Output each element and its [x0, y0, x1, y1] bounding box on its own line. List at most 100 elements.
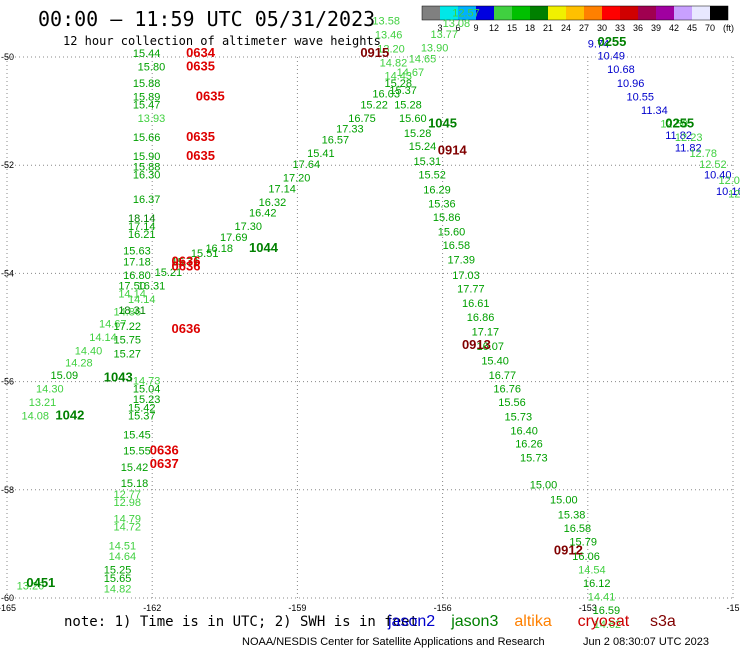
swh-point-label: 14.67 — [397, 67, 425, 79]
swh-point-label: 10.96 — [617, 78, 645, 90]
swh-point-label: 15.28 — [394, 99, 422, 111]
swh-point-label: 15.66 — [133, 132, 161, 144]
swh-point-label: 15.56 — [498, 397, 526, 409]
colorbar-tick-label: 70 — [705, 23, 715, 33]
colorbar-tick-label: 9 — [473, 23, 478, 33]
swh-point-label: 16.57 — [322, 135, 350, 147]
swh-point-label: 15.24 — [409, 141, 437, 153]
swh-point-label: 15.25 — [104, 565, 132, 577]
swh-point-label: 13.90 — [421, 43, 449, 55]
colorbar-swatch — [620, 6, 638, 20]
footer-timestamp: Jun 2 08:30:07 UTC 2023 — [583, 636, 709, 648]
swh-point-label: 15.22 — [360, 99, 388, 111]
swh-point-label: 12.57 — [452, 7, 480, 19]
swh-point-label: 14.64 — [109, 551, 137, 563]
swh-point-label: 15.60 — [399, 113, 427, 125]
swh-point-label: 11.82 — [675, 143, 702, 155]
swh-point-label: 14.82 — [380, 58, 408, 70]
swh-point-label: 14.41 — [588, 592, 616, 604]
swh-point-label: 16.21 — [128, 229, 156, 241]
colorbar-tick-label: 33 — [615, 23, 625, 33]
pass-time-label: 0635 — [196, 88, 225, 103]
swh-point-label: 15.27 — [113, 348, 141, 360]
swh-point-label: 15.42 — [128, 402, 156, 414]
swh-point-label: 17.50 — [118, 281, 146, 293]
pass-time-label: 0635 — [186, 59, 215, 74]
swh-point-label: 16.58 — [564, 523, 592, 535]
swh-point-label: 15.86 — [433, 212, 461, 224]
colorbar-tick-label: 3 — [437, 23, 442, 33]
swh-point-label: 15.44 — [133, 48, 161, 60]
pass-time-label: 0636 — [172, 253, 201, 268]
swh-point-label: 15.51 — [191, 248, 219, 260]
swh-point-label: 16.26 — [515, 439, 543, 451]
colorbar-swatch — [566, 6, 584, 20]
swh-point-label: 15.75 — [113, 335, 141, 347]
swh-point-label: 14.79 — [113, 513, 141, 525]
swh-point-label: 15.31 — [414, 156, 442, 168]
pass-time-label: 1042 — [55, 407, 84, 422]
swh-point-label: 16.29 — [423, 184, 451, 196]
swh-point-label: 13.46 — [375, 30, 403, 42]
swh-point-label: 17.20 — [283, 172, 311, 184]
swh-point-label: 16.40 — [510, 426, 538, 438]
chart-footer: note: 1) Time is in UTC; 2) SWH is in fe… — [64, 613, 709, 648]
swh-point-label: 15.65 — [104, 573, 132, 585]
swh-point-label: 16.18 — [205, 243, 233, 255]
swh-point-label: 9.74 — [588, 38, 609, 50]
swh-point-label: 14.82 — [104, 584, 132, 596]
swh-point-label: 15.21 — [155, 267, 183, 279]
swh-point-label: 15.73 — [505, 412, 533, 424]
swh-point-label: 13.93 — [138, 113, 166, 125]
pass-time-label: 0255 — [597, 34, 626, 49]
swh-point-label: 16.58 — [443, 240, 471, 252]
swh-point-label: 15.37 — [389, 85, 417, 97]
swh-point-label: 16.77 — [489, 370, 517, 382]
swh-point-label: 12.52 — [699, 159, 727, 171]
swh-point-label: 10.49 — [597, 51, 625, 63]
colorbar-tick-label: 12 — [489, 23, 499, 33]
swh-point-label: 10.16 — [716, 186, 740, 198]
swh-point-label: 14.40 — [75, 346, 103, 358]
legend-entry: jason2 — [387, 613, 435, 630]
swh-point-label: 15.41 — [307, 148, 335, 160]
legend-entry: altika — [514, 613, 551, 630]
colorbar-tick-label: 18 — [525, 23, 535, 33]
swh-point-label: 17.39 — [447, 255, 475, 267]
swh-point-label: 14.08 — [22, 410, 50, 422]
swh-point-label: 16.76 — [493, 383, 521, 395]
swh-point-label: 17.17 — [472, 327, 500, 339]
colorbar-tick-label: 27 — [579, 23, 589, 33]
swh-point-label: 15.04 — [133, 383, 161, 395]
pass-time-label: 1045 — [428, 115, 457, 130]
swh-point-label: 15.42 — [121, 462, 149, 474]
swh-point-label: 17.77 — [457, 283, 485, 295]
swh-point-label: 13.21 — [29, 397, 57, 409]
colorbar-tick-label: 6 — [455, 23, 460, 33]
swh-point-label: 16.06 — [572, 551, 600, 563]
swh-point-label: 11.34 — [641, 105, 668, 117]
swh-point-label: 16.61 — [462, 298, 490, 310]
swh-point-label: 16.30 — [133, 170, 161, 182]
swh-point-label: 15.90 — [133, 151, 161, 163]
footer-note: note: 1) Time is in UTC; 2) SWH is in fe… — [64, 614, 418, 630]
colorbar-swatch — [512, 6, 530, 20]
x-tick-label: -156 — [434, 603, 452, 613]
swh-point-label: 18.14 — [128, 213, 156, 225]
y-tick-label: -58 — [1, 485, 14, 495]
pass-time-label: 0635 — [186, 148, 215, 163]
legend-entry: s3a — [650, 613, 676, 630]
swh-point-label: 15.73 — [520, 453, 548, 465]
colorbar-swatch — [440, 6, 458, 20]
swh-point-label: 15.71 — [172, 256, 200, 268]
colorbar-swatch — [458, 6, 476, 20]
pass-time-label: 0912 — [554, 543, 583, 558]
swh-point-label: 17.14 — [268, 183, 296, 195]
swh-point-label: 17.69 — [220, 232, 248, 244]
swh-point-label: 12.98 — [113, 497, 141, 509]
y-tick-label: -52 — [1, 160, 14, 170]
pass-time-label: 0634 — [186, 45, 216, 60]
swh-point-label: 15.88 — [133, 162, 161, 174]
colorbar-tick-label: 39 — [651, 23, 661, 33]
